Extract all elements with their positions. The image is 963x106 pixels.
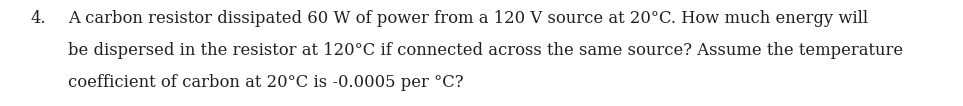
Text: 4.: 4. [30, 10, 45, 27]
Text: be dispersed in the resistor at 120°C if connected across the same source? Assum: be dispersed in the resistor at 120°C if… [68, 42, 903, 59]
Text: coefficient of carbon at 20°C is -0.0005 per °C?: coefficient of carbon at 20°C is -0.0005… [68, 74, 463, 91]
Text: A carbon resistor dissipated 60 W of power from a 120 V source at 20°C. How much: A carbon resistor dissipated 60 W of pow… [68, 10, 868, 27]
